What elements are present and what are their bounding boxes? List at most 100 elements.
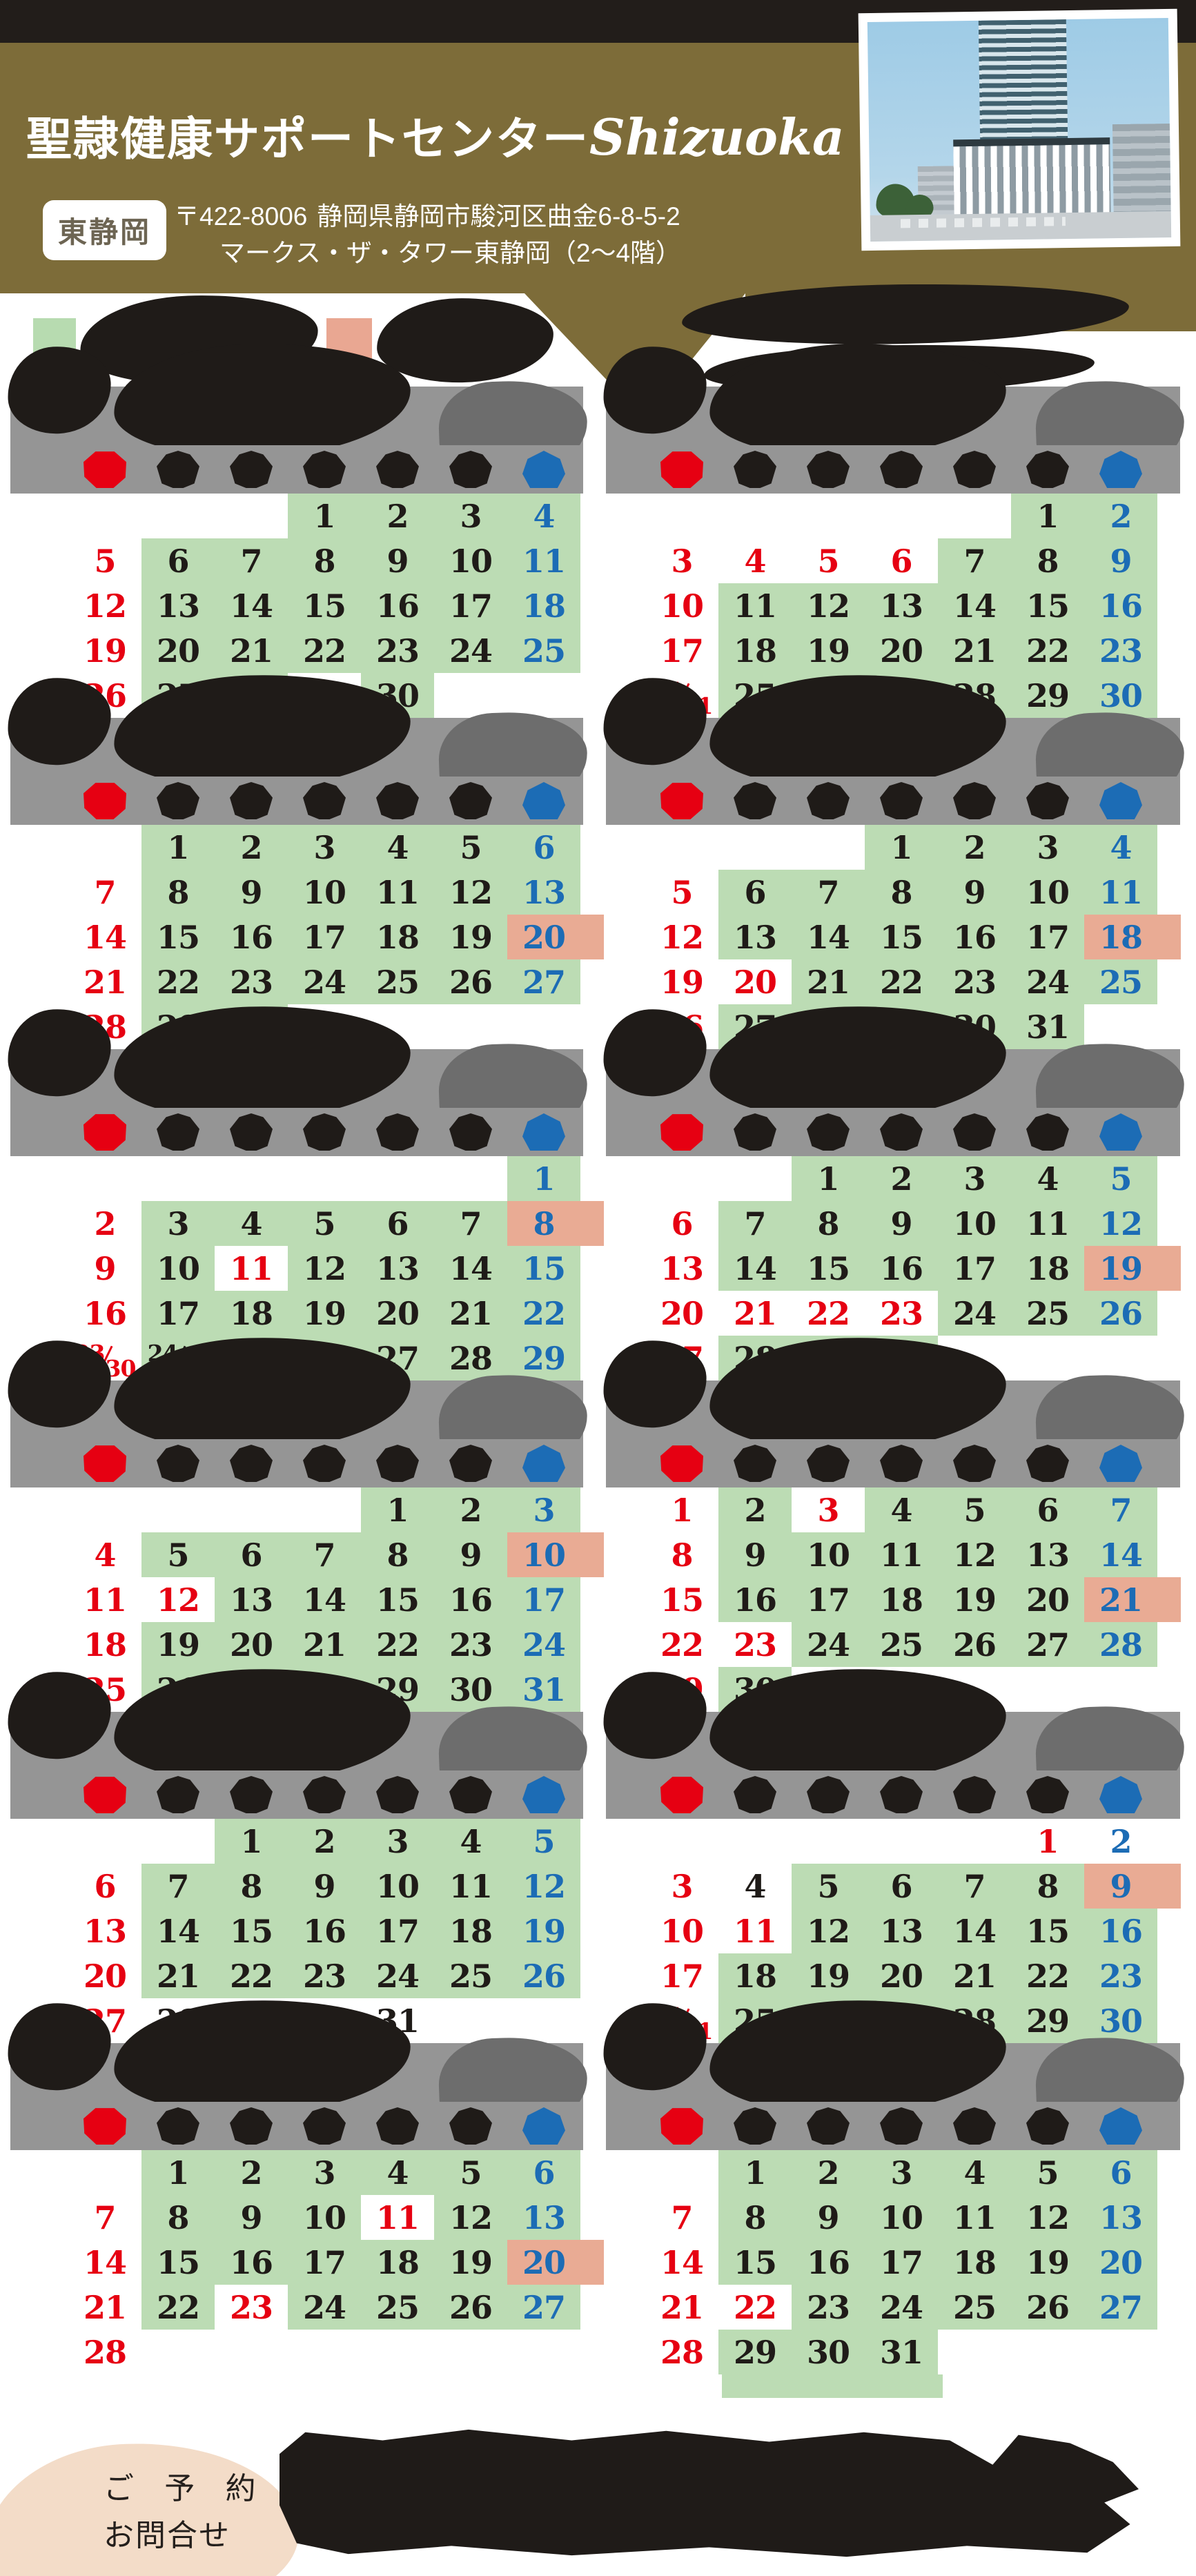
date-cell: 24 [361, 1953, 434, 1998]
date-cell: 4 [718, 1864, 792, 1909]
weekday-icon [1026, 2107, 1069, 2145]
date-cell: 2 [215, 2150, 288, 2195]
date-cell: 5 [938, 1487, 1011, 1532]
date-cell: 7 [288, 1532, 361, 1577]
date-cell: 20 [141, 628, 215, 673]
weekday-icon [449, 2107, 492, 2145]
date-cell: 12 [1011, 2195, 1084, 2240]
month-banner [600, 671, 1186, 810]
date-cell: 3 [507, 1487, 580, 1532]
date-cell: 7 [434, 1201, 507, 1246]
date-cell: 3 [141, 1201, 215, 1246]
date-cell: 5 [68, 538, 141, 583]
page-title-en: Shizuoka [589, 108, 845, 166]
date-cell: 25 [1011, 1291, 1084, 1336]
weekday-icon [157, 1776, 199, 1813]
date-cell: 11 [1011, 1201, 1084, 1246]
date-cell [434, 2330, 507, 2374]
weekday-icon [303, 1776, 346, 1813]
date-cell: 14 [938, 1909, 1011, 1953]
weekday-header-row [10, 1108, 583, 1156]
date-cell: 2 [434, 1487, 507, 1532]
date-cell: 20 [645, 1291, 718, 1336]
saturday-icon [522, 1113, 565, 1151]
saturday-icon [1099, 1445, 1142, 1482]
date-cell: 8 [507, 1201, 604, 1246]
date-cell: 5 [1011, 2150, 1084, 2195]
weekday-icon [157, 1445, 199, 1482]
date-cell: 19 [792, 628, 865, 673]
weekday-icon [1026, 451, 1069, 488]
date-cell: 18 [434, 1909, 507, 1953]
weekday-icon [880, 1445, 923, 1482]
date-cell: 1 [718, 2150, 792, 2195]
date-cell: 10 [434, 538, 507, 583]
date-cell: 6 [718, 870, 792, 915]
weekday-icon [303, 1445, 346, 1482]
weekday-icon [953, 1445, 996, 1482]
date-cell: 16 [215, 915, 288, 959]
date-cell: 10 [361, 1864, 434, 1909]
date-cell: 1 [288, 494, 361, 538]
weekday-icon [807, 451, 850, 488]
saturday-icon [1099, 782, 1142, 819]
date-cell: 27 [1011, 1622, 1084, 1667]
date-cell [68, 1156, 141, 1201]
date-cell: 10 [938, 1201, 1011, 1246]
sunday-icon [660, 451, 703, 488]
date-cell: 29 [1011, 1998, 1084, 2043]
weekday-header-row [606, 1108, 1180, 1156]
date-cell: 23 [865, 1291, 938, 1336]
date-cell: 15 [141, 2240, 215, 2285]
date-cell: 17 [434, 583, 507, 628]
date-cell [68, 2150, 141, 2195]
date-cell [361, 1156, 434, 1201]
date-cell: 19 [792, 1953, 865, 1998]
weekday-icon [1026, 1113, 1069, 1151]
date-cell: 12 [141, 1577, 215, 1622]
date-cell: 25 [434, 1953, 507, 1998]
date-cell: 16 [718, 1577, 792, 1622]
weekday-icon [376, 2107, 419, 2145]
date-cell: 7 [645, 2195, 718, 2240]
date-grid: 1 2 3 4 5 6 7 8 9 10 11 12 13 14 15 16 17 18 19 20 21 22 23 24 2… [10, 1487, 604, 1712]
date-cell: 21 [288, 1622, 361, 1667]
date-cell [792, 825, 865, 870]
date-cell: 14 [792, 915, 865, 959]
date-cell: 25 [938, 2285, 1011, 2330]
weekday-icon [303, 451, 346, 488]
date-cell: 3 [361, 1819, 434, 1864]
date-cell: 24 [288, 959, 361, 1004]
date-cell: 31 [865, 2330, 938, 2374]
date-cell: 12 [434, 870, 507, 915]
date-cell: 14 [645, 2240, 718, 2285]
date-cell: 6 [215, 1532, 288, 1577]
month-banner [5, 671, 589, 810]
weekday-icon [807, 1113, 850, 1151]
date-cell: 18 [718, 628, 792, 673]
month-banner [5, 1334, 589, 1473]
date-cell: 19 [938, 1577, 1011, 1622]
date-cell: 22 [215, 1953, 288, 1998]
date-cell [865, 494, 938, 538]
date-cell: 24 [792, 1622, 865, 1667]
podium-building [953, 137, 1111, 222]
date-cell [507, 1004, 580, 1049]
weekday-header-row [10, 2102, 583, 2150]
weekday-icon [807, 2107, 850, 2145]
weekday-icon [376, 1113, 419, 1151]
date-cell: 16 [1084, 1909, 1157, 1953]
date-cell: 4 [865, 1487, 938, 1532]
weekday-icon [953, 451, 996, 488]
date-cell [507, 2330, 580, 2374]
date-cell [507, 1998, 580, 2043]
date-cell: 21 [792, 959, 865, 1004]
date-cell: 22 [1011, 1953, 1084, 1998]
date-cell: 12 [645, 915, 718, 959]
date-cell: 11 [361, 2195, 434, 2240]
date-cell: 16 [68, 1291, 141, 1336]
date-cell: 12 [938, 1532, 1011, 1577]
date-cell: 5 [645, 870, 718, 915]
date-cell: 22 [1011, 628, 1084, 673]
